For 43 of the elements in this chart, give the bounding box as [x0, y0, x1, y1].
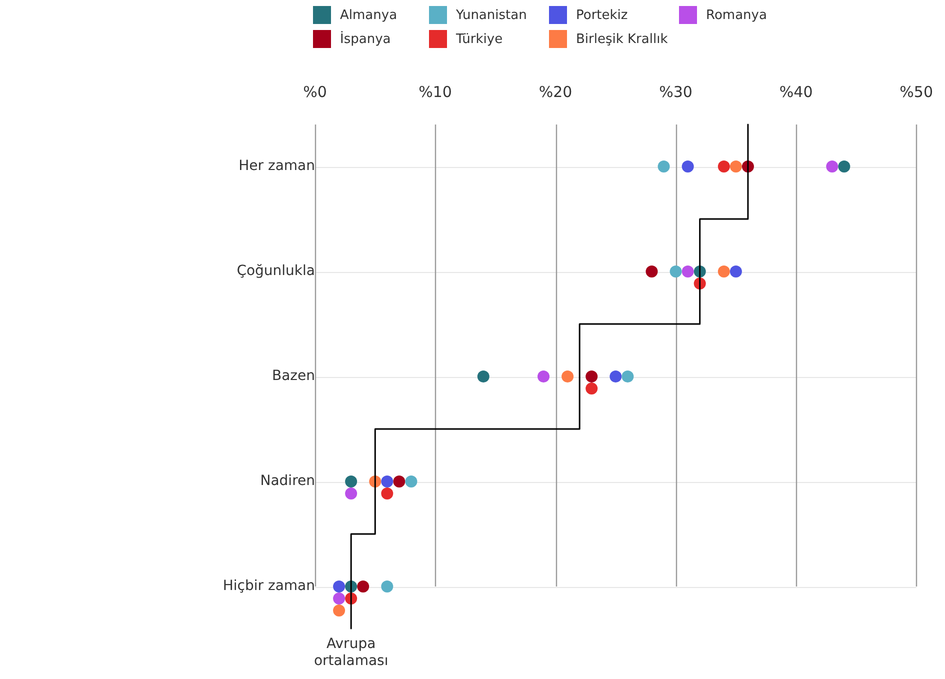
x-tick-label: %0: [303, 82, 327, 101]
legend-label: Yunanistan: [456, 8, 527, 22]
y-tick-label: Bazen: [272, 368, 315, 384]
x-tick-label: %40: [779, 82, 813, 101]
y-tick-label: Hiçbir zaman: [222, 578, 315, 594]
point: [381, 580, 394, 592]
point: [718, 266, 730, 278]
point: [730, 266, 742, 278]
legend-label: Almanya: [340, 8, 398, 22]
point: [610, 370, 622, 382]
point: [345, 476, 358, 488]
point: [658, 160, 670, 172]
point: [838, 160, 850, 172]
point: [646, 266, 658, 278]
x-tick-label: %10: [418, 82, 452, 101]
point: [670, 266, 682, 278]
series-label: Avrupa ortalaması: [314, 636, 388, 670]
legend-label: Portekiz: [576, 8, 628, 22]
x-tick-label: %20: [538, 82, 572, 101]
point: [622, 370, 634, 382]
point: [682, 266, 694, 278]
point: [586, 370, 598, 382]
point: [405, 476, 418, 488]
point: [538, 370, 550, 382]
x-tick-label: %30: [659, 82, 692, 101]
point: [357, 580, 370, 592]
point: [826, 160, 838, 172]
x-tick-label: %50: [900, 82, 933, 101]
point: [730, 160, 742, 172]
point: [381, 476, 394, 488]
legend-label: Romanya: [706, 8, 767, 22]
legend-label: Türkiye: [456, 32, 503, 46]
point: [393, 476, 406, 488]
point: [477, 370, 490, 382]
y-tick-label: Nadiren: [260, 473, 315, 490]
point: [682, 160, 694, 172]
y-tick-label: Çoğunlukla: [236, 263, 315, 280]
point: [333, 580, 346, 592]
legend-label: Birleşik Krallık: [576, 32, 668, 46]
legend-label: İspanya: [340, 32, 391, 46]
y-tick-label: Her zaman: [238, 158, 315, 174]
point: [562, 370, 574, 382]
point: [718, 160, 730, 172]
